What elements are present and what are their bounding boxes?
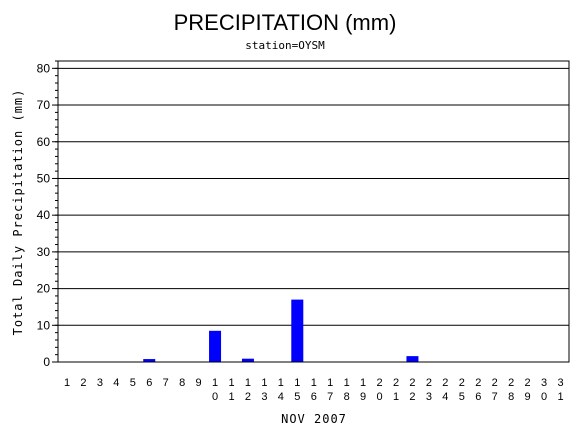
gridlines bbox=[52, 60, 569, 363]
x-tick-label-2: 2 bbox=[80, 377, 86, 389]
plot-area-frame bbox=[57, 60, 570, 363]
bars bbox=[143, 299, 419, 362]
bar-day-6 bbox=[143, 359, 156, 362]
y-tick-label: 20 bbox=[37, 282, 51, 296]
chart-title: PRECIPITATION (mm) bbox=[174, 10, 397, 35]
y-tick-label: 70 bbox=[37, 98, 51, 112]
y-tick-label: 30 bbox=[37, 245, 51, 259]
bar-day-10 bbox=[209, 330, 222, 362]
x-tick-labels: 1 2 3 4 5 6 7 8 9 1 01 11 21 31 41 51 61 71 81 92 02 12 22 32 42… bbox=[64, 377, 564, 403]
chart-subtitle: station=OYSM bbox=[245, 39, 325, 52]
x-tick-label-3: 3 bbox=[97, 377, 103, 389]
x-tick-label-6: 6 bbox=[146, 377, 152, 389]
y-tick-label: 60 bbox=[37, 135, 51, 149]
bar-day-22 bbox=[406, 356, 419, 362]
x-tick-label-8: 8 bbox=[179, 377, 185, 389]
y-tick-label: 80 bbox=[37, 61, 51, 75]
bar-day-12 bbox=[241, 358, 254, 362]
y-tick-label: 10 bbox=[37, 318, 51, 332]
x-tick-label-4: 4 bbox=[113, 377, 119, 389]
x-axis-label: NOV 2007 bbox=[281, 412, 347, 426]
x-tick-label-5: 5 bbox=[130, 377, 136, 389]
y-tick-labels: 0 10 20 30 40 50 60 70 80 bbox=[37, 61, 51, 369]
y-axis-label: Total Daily Precipitation (mm) bbox=[11, 89, 25, 336]
x-tick-label-9: 9 bbox=[196, 377, 202, 389]
y-tick-label: 40 bbox=[37, 208, 51, 222]
x-tick-label-1: 1 bbox=[64, 377, 70, 389]
y-tick-label: 0 bbox=[43, 355, 50, 369]
bar-day-15 bbox=[291, 299, 304, 362]
x-tick-label-7: 7 bbox=[163, 377, 169, 389]
y-tick-label: 50 bbox=[37, 171, 51, 185]
